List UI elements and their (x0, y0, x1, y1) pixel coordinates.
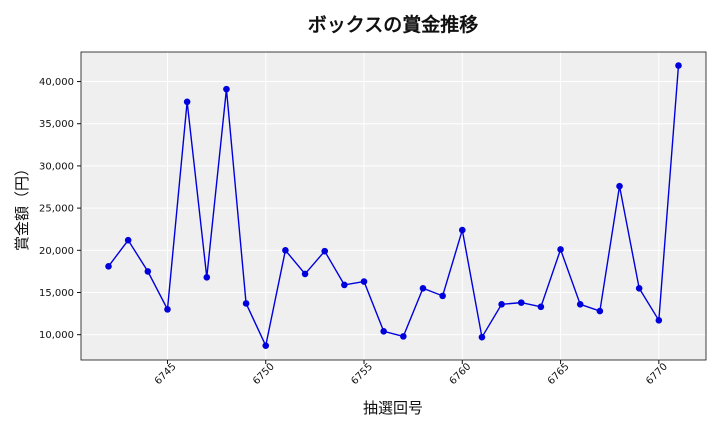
data-point (223, 85, 230, 93)
data-point (380, 328, 387, 335)
x-tick-label: 6745 (153, 361, 179, 387)
data-point (203, 274, 211, 281)
x-tick-label: 6770 (644, 361, 670, 387)
data-point (183, 98, 191, 106)
data-point (360, 278, 368, 285)
plot-frame (80, 51, 707, 361)
data-point (124, 236, 132, 244)
data-point (341, 281, 348, 289)
y-tick-label: 35,000 (39, 119, 74, 130)
data-point (557, 246, 564, 253)
y-tick-label: 40,000 (39, 77, 74, 88)
data-point (105, 263, 112, 270)
data-point (242, 300, 250, 307)
data-point (282, 247, 289, 254)
data-point (616, 182, 623, 190)
data-point (301, 270, 309, 278)
y-tick-label: 20,000 (39, 246, 74, 257)
data-point (262, 342, 270, 349)
data-point (576, 301, 584, 308)
y-tick-label: 25,000 (39, 204, 74, 215)
data-point (400, 333, 407, 340)
series (105, 62, 682, 349)
series-line (107, 65, 680, 348)
data-point (655, 317, 663, 324)
x-tick-label: 6750 (251, 361, 277, 387)
data-point (537, 303, 545, 311)
data-point (419, 284, 427, 292)
data-point (164, 306, 171, 313)
y-tick-label: 10,000 (39, 330, 74, 341)
data-point (439, 292, 446, 300)
data-point (517, 299, 525, 306)
data-point (498, 301, 505, 308)
data-point (478, 333, 486, 341)
y-tick-label: 15,000 (39, 288, 74, 299)
plot-area (81, 52, 706, 360)
x-tick-label: 6755 (349, 361, 375, 387)
y-axis-label: 賞金額（円） (13, 161, 31, 251)
y-tick-label: 30,000 (39, 161, 74, 172)
data-point (635, 284, 643, 292)
x-tick-label: 6760 (448, 361, 474, 387)
data-point (144, 268, 152, 275)
data-point (596, 307, 604, 315)
x-axis-label: 抽選回号 (363, 399, 423, 417)
data-point (321, 247, 329, 255)
data-point (458, 226, 466, 234)
data-point (675, 62, 682, 69)
x-tick-label: 6765 (546, 361, 572, 387)
chart-title: ボックスの賞金推移 (308, 13, 478, 36)
